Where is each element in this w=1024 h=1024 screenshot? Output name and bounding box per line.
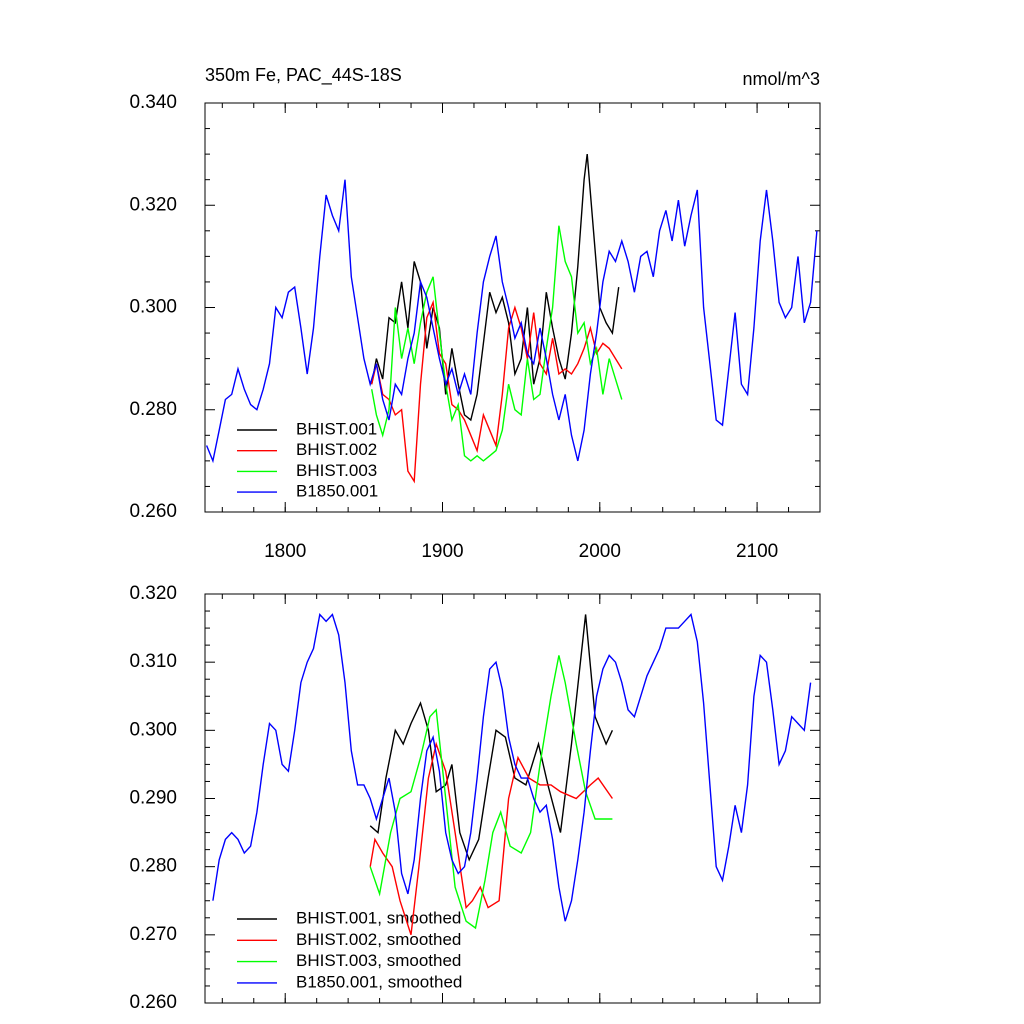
legend-label: BHIST.001 bbox=[296, 419, 377, 438]
legend-label: B1850.001, smoothed bbox=[296, 972, 462, 991]
x-tick-label: 1800 bbox=[264, 541, 306, 562]
series-line bbox=[371, 154, 620, 422]
y-tick-label: 0.260 bbox=[129, 501, 177, 522]
legend-label: B1850.001 bbox=[296, 482, 378, 501]
plot-frame bbox=[204, 593, 821, 1004]
series-line bbox=[369, 741, 613, 936]
y-tick-label: 0.290 bbox=[129, 788, 177, 809]
y-tick-label: 0.340 bbox=[129, 92, 177, 113]
y-tick-label: 0.320 bbox=[129, 194, 177, 215]
x-tick-label: 2100 bbox=[736, 541, 778, 562]
series-line bbox=[205, 179, 818, 464]
series-line bbox=[369, 614, 614, 862]
x-tick-label: 2000 bbox=[579, 541, 621, 562]
legend-label: BHIST.001, smoothed bbox=[296, 908, 461, 927]
x-tick-label: 1900 bbox=[421, 541, 463, 562]
y-tick-label: 0.280 bbox=[129, 399, 177, 420]
legend-label: BHIST.002, smoothed bbox=[296, 930, 461, 949]
y-tick-label: 0.320 bbox=[129, 583, 177, 604]
y-tick-label: 0.260 bbox=[129, 992, 177, 1013]
y-tick-label: 0.300 bbox=[129, 719, 177, 740]
plot-frame bbox=[204, 102, 821, 513]
y-tick-label: 0.280 bbox=[129, 856, 177, 877]
series-line bbox=[369, 655, 613, 930]
y-tick-label: 0.270 bbox=[129, 924, 177, 945]
series-line bbox=[212, 613, 812, 922]
legend-label: BHIST.003, smoothed bbox=[296, 951, 461, 970]
y-tick-label: 0.310 bbox=[129, 651, 177, 672]
series-line bbox=[371, 299, 623, 484]
legend-label: BHIST.003 bbox=[296, 461, 377, 480]
y-tick-label: 0.300 bbox=[129, 297, 177, 318]
chart-title: 350m Fe, PAC_44S-18S bbox=[205, 65, 402, 86]
units-label: nmol/m^3 bbox=[743, 69, 820, 89]
legend-label: BHIST.002 bbox=[296, 440, 377, 459]
series-line bbox=[371, 225, 623, 462]
